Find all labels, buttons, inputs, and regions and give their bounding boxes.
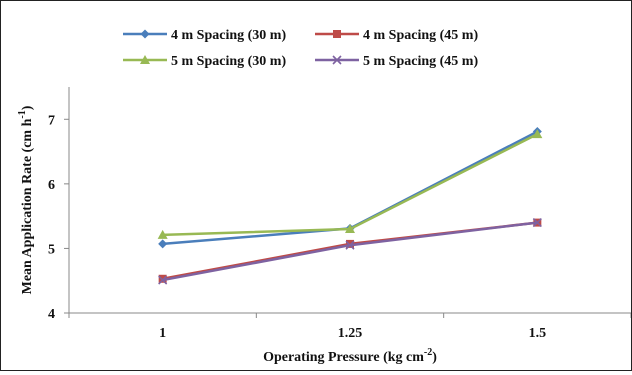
legend-entry-4m-45m: 4 m Spacing (45 m) (315, 28, 478, 43)
series-layer (157, 127, 543, 285)
data-point (157, 229, 168, 239)
legend-label: 5 m Spacing (30 m) (171, 54, 286, 69)
data-point (532, 129, 543, 139)
legend: 4 m Spacing (30 m) 4 m Spacing (45 m) 5 … (123, 28, 478, 69)
legend-label: 4 m Spacing (30 m) (171, 28, 286, 43)
data-point (140, 55, 150, 64)
y-axis-title: Mean Application Rate (cm h-1) (17, 105, 35, 294)
data-point (532, 218, 542, 228)
data-point (158, 239, 168, 249)
y-tick-label: 4 (48, 307, 55, 322)
legend-label: 5 m Spacing (45 m) (363, 54, 478, 69)
axes (68, 87, 631, 314)
x-tick-label: 1.25 (338, 326, 363, 341)
data-point (333, 30, 341, 38)
legend-label: 4 m Spacing (45 m) (363, 28, 478, 43)
legend-symbol (315, 55, 359, 65)
x-axis-title: Operating Pressure (kg cm-2) (263, 347, 437, 365)
data-point (345, 240, 355, 250)
y-tick-label: 6 (48, 178, 55, 193)
data-point (332, 55, 342, 65)
y-tick-label: 5 (48, 242, 55, 257)
ticks: 4 5 6 7 1 1.25 1.5 (48, 113, 632, 341)
data-point (140, 29, 150, 39)
legend-symbol (123, 29, 167, 39)
data-point (158, 274, 167, 283)
legend-symbol (315, 30, 359, 38)
series-line (162, 133, 538, 237)
legend-entry-4m-30m: 4 m Spacing (30 m) (123, 28, 286, 43)
series-3 (157, 129, 543, 239)
x-tick-label: 1 (159, 326, 166, 341)
data-point (346, 239, 354, 248)
x-tick-label: 1.5 (529, 326, 547, 341)
data-point (345, 224, 355, 234)
legend-entry-5m-45m: 5 m Spacing (45 m) (315, 54, 478, 69)
y-tick-label: 7 (48, 113, 55, 128)
legend-symbol (123, 55, 167, 64)
legend-entry-5m-30m: 5 m Spacing (30 m) (123, 54, 286, 69)
data-point (158, 275, 168, 285)
series-4 (158, 218, 542, 285)
